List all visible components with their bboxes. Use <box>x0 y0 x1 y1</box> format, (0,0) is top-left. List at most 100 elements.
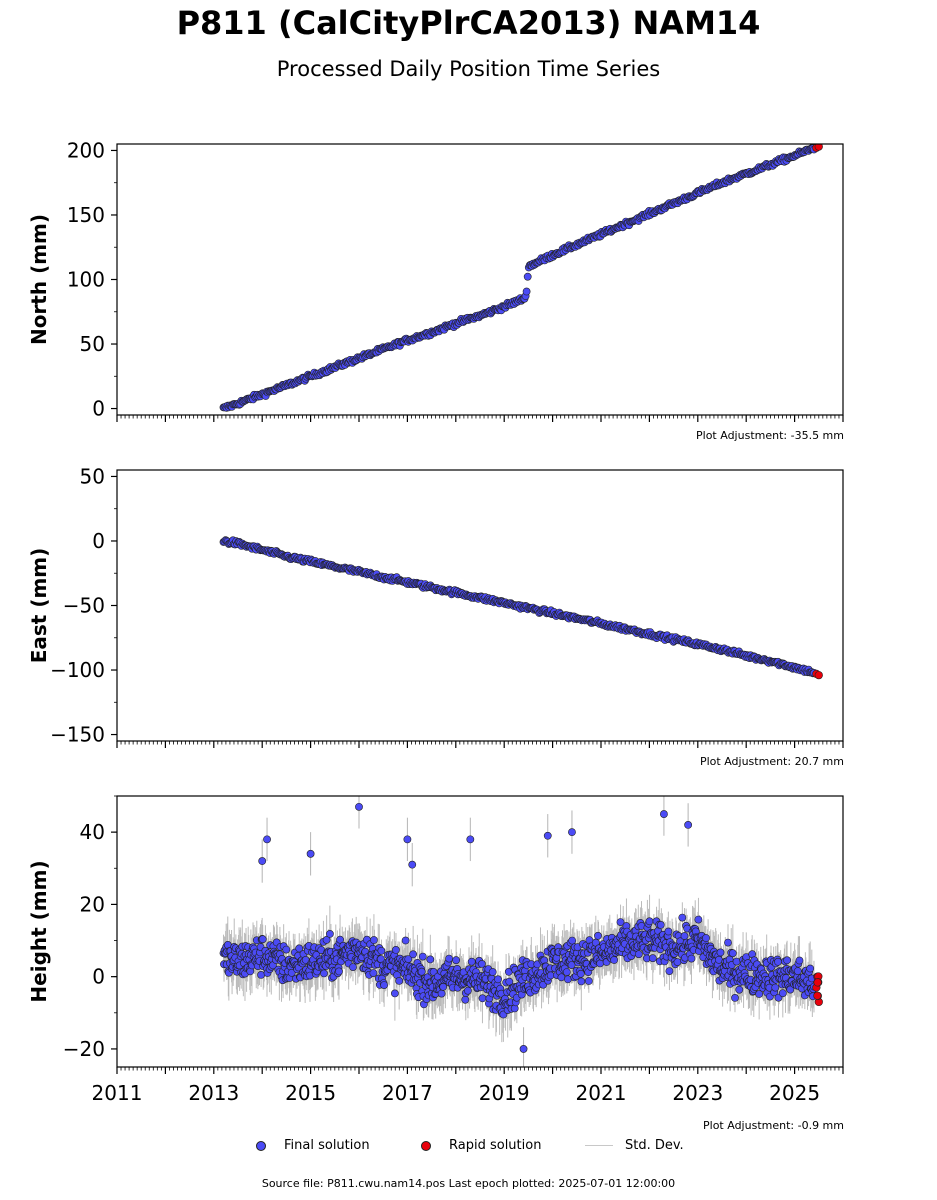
final-solution-point <box>287 968 296 977</box>
final-solution-point <box>325 930 334 938</box>
east-panel: 50 0 −50 −100 −150 East (mm) <box>27 464 844 748</box>
final-solution-point <box>656 921 665 929</box>
legend-std-label: Std. Dev. <box>625 1138 684 1153</box>
final-solution-point <box>664 927 673 936</box>
x-tick-label: 2015 <box>285 1081 336 1105</box>
north-rapid-points <box>812 144 823 152</box>
final-solution-point <box>678 913 687 922</box>
final-solution-point <box>702 934 710 942</box>
chart-title: P811 (CalCityPlrCA2013) NAM14 <box>176 4 761 42</box>
final-solution-point <box>295 944 304 953</box>
std-dev-line-icon <box>585 1145 613 1146</box>
final-solution-point <box>401 936 410 945</box>
final-solution-point <box>522 287 531 296</box>
final-solution-outlier <box>660 810 668 818</box>
y-tick-label: 0 <box>92 529 105 553</box>
final-solution-outlier <box>403 835 412 844</box>
legend-std: Std. Dev. <box>585 1138 684 1153</box>
final-solution-point <box>724 938 732 947</box>
y-tick-label: 0 <box>92 965 105 989</box>
final-solution-point <box>594 931 602 940</box>
final-solution-point <box>369 936 378 944</box>
final-solution-point <box>258 935 267 944</box>
final-solution-point <box>452 956 460 965</box>
final-solution-point <box>395 977 404 985</box>
height-panel: 40 20 0 −20 2011 2013 2015 2017 2019 2021 2023 2025… <box>27 795 844 1105</box>
final-solution-point <box>728 949 737 958</box>
final-solution-point <box>282 945 291 954</box>
final-solution-point <box>562 968 571 976</box>
final-solution-point <box>404 955 413 963</box>
north-plot-area <box>219 144 823 412</box>
rapid-solution-point <box>814 671 823 680</box>
final-solution-point <box>665 967 674 975</box>
final-solution-marker-icon <box>256 1140 266 1151</box>
final-solution-point <box>439 982 448 991</box>
final-solution-outlier <box>519 1045 528 1053</box>
north-plot-adjustment: Plot Adjustment: -35.5 mm <box>696 429 844 442</box>
final-solution-outlier <box>684 821 693 829</box>
final-solution-point <box>418 952 427 961</box>
legend-rapid-label: Rapid solution <box>449 1138 542 1153</box>
x-tick-label: 2013 <box>188 1081 239 1105</box>
final-solution-point <box>715 955 723 964</box>
rapid-solution-marker-icon <box>421 1140 431 1151</box>
height-final-points <box>219 913 818 1019</box>
final-solution-point <box>793 967 802 975</box>
final-solution-point <box>783 956 791 965</box>
east-y-axis-label: East (mm) <box>27 548 51 664</box>
final-solution-point <box>426 955 435 964</box>
height-y-axis-label: Height (mm) <box>27 860 51 1002</box>
y-tick-label: −100 <box>50 658 105 682</box>
final-solution-point <box>568 936 577 945</box>
final-solution-point <box>735 985 744 994</box>
north-axes-frame <box>116 143 844 416</box>
final-solution-point <box>616 918 625 926</box>
y-tick-label: 50 <box>80 332 105 356</box>
final-solution-point <box>437 989 446 998</box>
final-solution-point <box>494 975 502 984</box>
final-solution-point <box>687 954 696 963</box>
legend: Final solution Rapid solution Std. Dev. <box>0 1138 937 1158</box>
height-plot-adjustment: Plot Adjustment: -0.9 mm <box>703 1119 844 1132</box>
final-solution-point <box>731 994 739 1002</box>
x-tick-label: 2023 <box>672 1081 723 1105</box>
rapid-solution-point <box>813 991 822 1000</box>
final-solution-outlier <box>466 835 475 844</box>
source-footer: Source file: P811.cwu.nam14.pos Last epo… <box>261 1177 676 1190</box>
y-tick-label: −20 <box>63 1037 105 1061</box>
final-solution-point <box>778 989 787 998</box>
height-plot-area <box>219 796 823 1067</box>
legend-final: Final solution <box>256 1138 370 1153</box>
final-solution-point <box>523 272 532 281</box>
y-tick-label: 150 <box>67 203 105 227</box>
x-tick-label: 2017 <box>382 1081 433 1105</box>
final-solution-point <box>732 957 741 966</box>
final-solution-point <box>377 946 386 955</box>
final-solution-point <box>461 995 470 1004</box>
y-tick-label: −150 <box>50 723 105 747</box>
final-solution-outlier <box>408 860 417 869</box>
final-solution-point <box>716 948 725 957</box>
east-plot-adjustment: Plot Adjustment: 20.7 mm <box>699 755 844 768</box>
east-final-points <box>219 536 818 678</box>
final-solution-point <box>806 964 815 973</box>
final-solution-point <box>391 946 400 954</box>
final-solution-point <box>409 950 417 959</box>
final-solution-point <box>795 956 804 965</box>
final-solution-point <box>673 958 682 966</box>
x-tick-label: 2019 <box>479 1081 530 1105</box>
y-tick-label: 20 <box>80 892 105 916</box>
final-solution-point <box>771 983 780 992</box>
final-solution-point <box>567 961 576 969</box>
chart-subtitle: Processed Daily Position Time Series <box>276 57 661 81</box>
final-solution-outlier <box>568 828 576 837</box>
x-tick-label: 2021 <box>576 1081 627 1105</box>
final-solution-point <box>488 968 497 976</box>
east-rapid-points <box>812 669 823 680</box>
final-solution-point <box>694 915 703 924</box>
final-solution-point <box>557 973 566 982</box>
final-solution-point <box>477 960 486 968</box>
east-axes-frame <box>116 469 844 742</box>
height-rapid-points <box>812 972 823 1007</box>
